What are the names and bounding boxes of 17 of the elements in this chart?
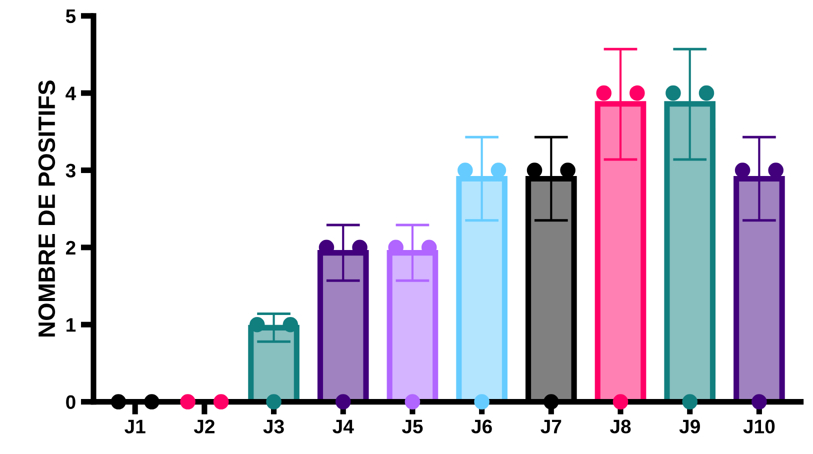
x-tick-label: J10 (743, 420, 775, 434)
x-tick-label: J1 (124, 420, 146, 434)
x-tick-label: J4 (332, 420, 354, 434)
y-tick-label: 5 (66, 10, 76, 24)
y-axis-title: NOMBRE DE POSITIFS (38, 80, 56, 336)
x-tick-label: J7 (540, 420, 562, 434)
y-tick-label: 4 (66, 86, 76, 100)
y-tick-label: 1 (66, 318, 76, 332)
x-tick-label: J3 (263, 420, 284, 434)
x-tick-label: J5 (402, 420, 423, 434)
x-tick-label: J8 (610, 420, 631, 434)
y-tick-label: 0 (66, 395, 76, 410)
y-tick-label: 3 (66, 164, 76, 178)
x-tick-label: J9 (679, 420, 700, 434)
y-tick-label: 2 (66, 240, 76, 254)
x-tick-label: J2 (194, 420, 214, 434)
x-tick-label: J6 (471, 420, 492, 434)
